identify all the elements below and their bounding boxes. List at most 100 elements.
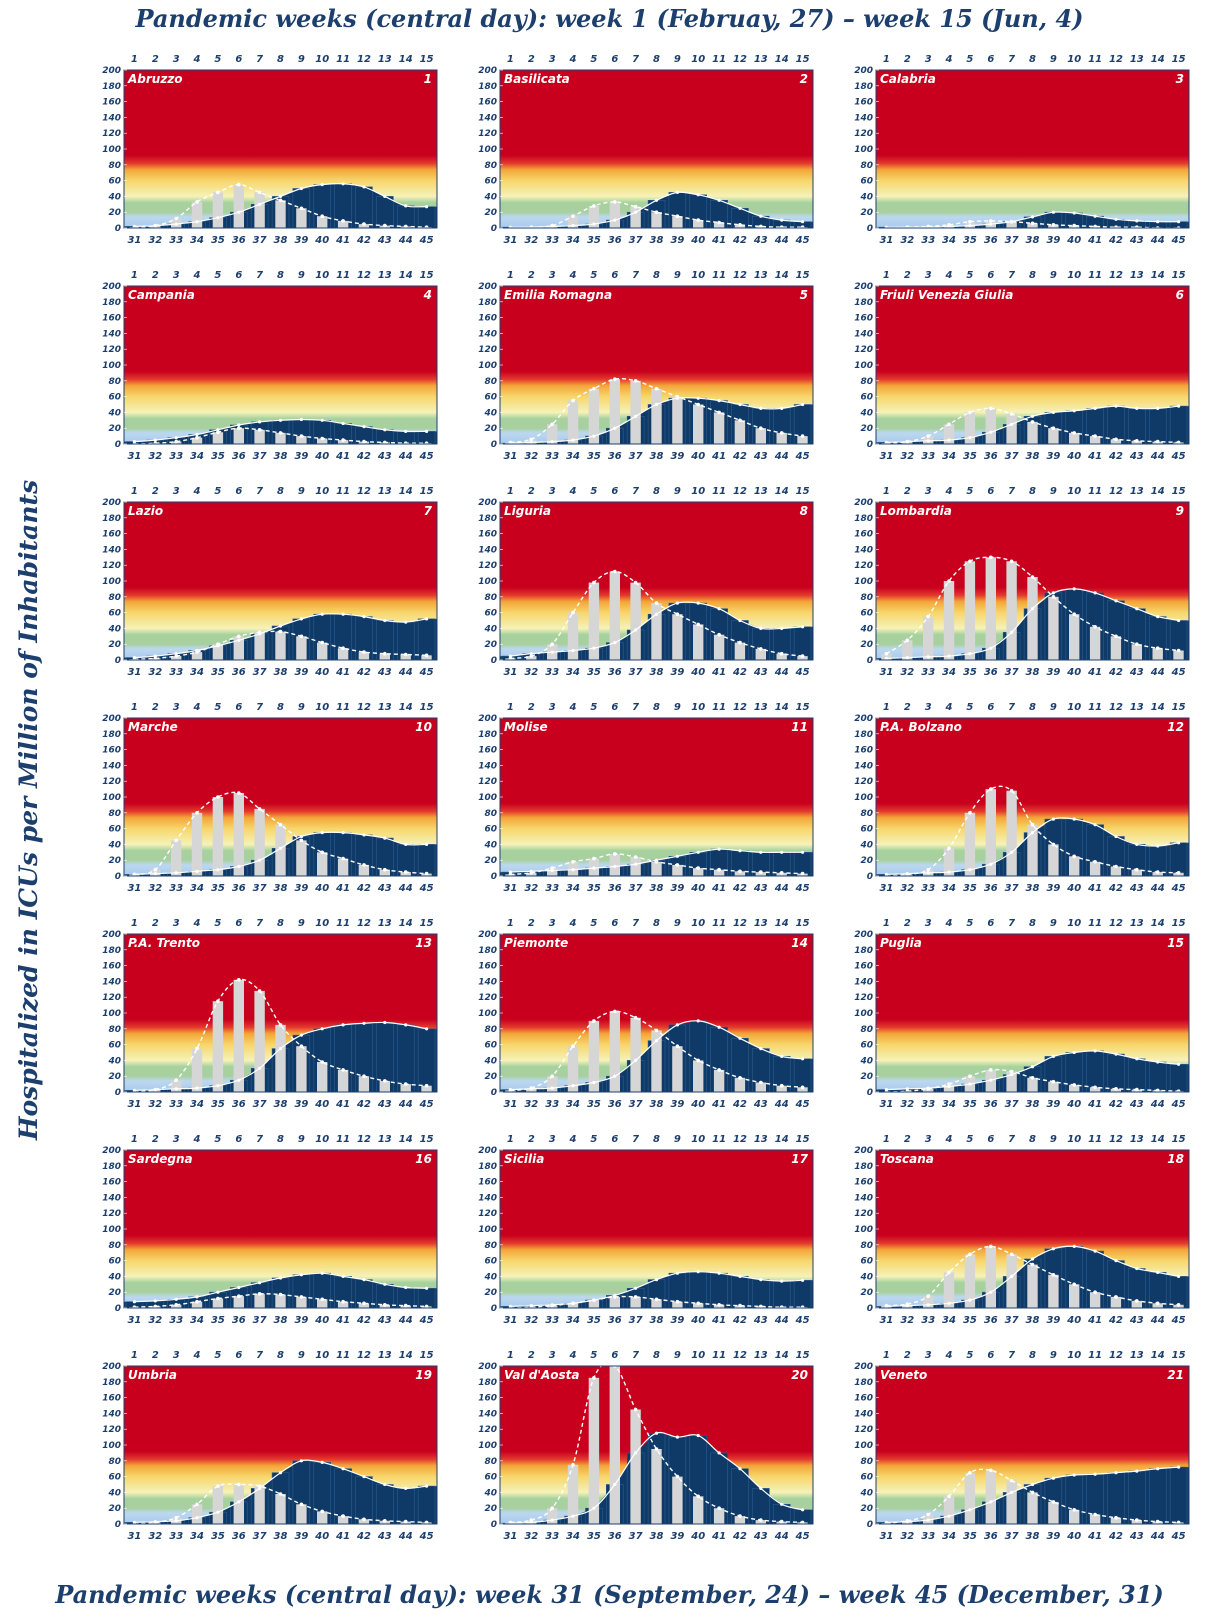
second-wave-point <box>738 402 742 407</box>
first-wave-bar <box>191 812 203 876</box>
top-week-label: 14 <box>1151 54 1165 65</box>
bottom-week-label: 45 <box>1171 1099 1186 1110</box>
y-tick-label: 20 <box>860 1072 873 1082</box>
second-wave-point <box>216 1290 220 1294</box>
bottom-week-label: 35 <box>587 667 601 678</box>
top-week-label: 13 <box>1130 1134 1144 1145</box>
first-wave-point <box>654 1028 659 1033</box>
y-tick-label: 60 <box>860 609 873 619</box>
first-wave-point <box>237 426 241 430</box>
first-wave-bar <box>254 1293 265 1308</box>
top-week-label: 2 <box>152 486 159 497</box>
top-week-label: 4 <box>193 1134 201 1145</box>
risk-gradient-background <box>876 70 1189 228</box>
region-name: Calabria <box>880 72 936 86</box>
second-wave-point <box>801 850 805 854</box>
top-week-label: 6 <box>611 54 618 65</box>
y-tick-label: 60 <box>484 1473 497 1483</box>
bottom-week-label: 43 <box>1129 1099 1144 1110</box>
y-tick-label: 100 <box>854 145 873 155</box>
bottom-week-label: 44 <box>774 883 789 894</box>
y-tick-label: 60 <box>108 393 121 403</box>
second-wave-point <box>1072 1050 1076 1055</box>
top-week-label: 10 <box>691 1134 705 1145</box>
first-wave-point <box>633 1015 638 1020</box>
second-wave-point <box>654 1278 659 1282</box>
first-wave-bar <box>672 614 683 660</box>
top-week-label: 3 <box>549 918 556 929</box>
top-week-label: 6 <box>611 486 618 497</box>
first-wave-point <box>153 1304 158 1309</box>
first-wave-point <box>1093 434 1097 438</box>
top-week-label: 10 <box>691 486 705 497</box>
first-wave-point <box>216 999 220 1003</box>
bottom-week-label: 32 <box>524 451 538 462</box>
y-tick-label: 160 <box>478 1178 497 1188</box>
y-tick-label: 100 <box>102 145 121 155</box>
second-wave-point <box>613 426 617 430</box>
second-wave-point <box>1156 406 1160 410</box>
first-wave-bar <box>191 437 203 444</box>
top-week-label: 10 <box>1067 918 1081 929</box>
top-week-label: 2 <box>152 918 159 929</box>
y-tick-label: 80 <box>108 161 121 171</box>
first-wave-point <box>299 1502 304 1507</box>
y-tick-label: 60 <box>860 1257 873 1267</box>
second-wave-point <box>174 871 178 875</box>
y-tick-label: 20 <box>108 1072 121 1082</box>
first-wave-point <box>508 656 513 661</box>
first-wave-bar <box>672 1301 683 1308</box>
second-wave-bar <box>793 1280 812 1309</box>
bottom-week-label: 41 <box>1087 235 1102 246</box>
bottom-week-label: 39 <box>1046 667 1060 678</box>
first-wave-bar <box>317 1511 328 1524</box>
y-tick-label: 120 <box>854 993 873 1003</box>
top-week-label: 1 <box>131 486 138 497</box>
bottom-week-label: 36 <box>232 1531 246 1542</box>
top-week-label: 4 <box>569 702 577 713</box>
y-tick-label: 180 <box>854 946 873 956</box>
first-wave-bar <box>1006 561 1017 661</box>
top-week-label: 15 <box>420 1134 434 1145</box>
first-wave-point <box>696 622 700 627</box>
bottom-week-label: 38 <box>274 1315 288 1326</box>
y-tick-label: 80 <box>860 1025 873 1035</box>
first-wave-point <box>383 867 387 872</box>
second-wave-point <box>550 1086 554 1090</box>
y-tick-label: 200 <box>854 66 873 76</box>
first-wave-bar <box>317 642 328 660</box>
y-tick-label: 200 <box>102 1362 121 1372</box>
first-wave-point <box>1072 431 1076 435</box>
first-wave-bar <box>1069 856 1080 877</box>
top-week-label: 7 <box>256 270 263 281</box>
first-wave-point <box>696 1301 700 1306</box>
first-wave-bar <box>1048 844 1059 876</box>
y-tick-label: 140 <box>854 977 873 987</box>
bottom-week-label: 43 <box>753 1531 768 1542</box>
first-wave-bar <box>296 208 307 229</box>
y-tick-label: 140 <box>478 761 497 771</box>
top-week-label: 13 <box>1130 270 1144 281</box>
second-wave-point <box>968 1082 972 1086</box>
top-week-label: 4 <box>193 918 201 929</box>
top-week-label: 15 <box>420 54 434 65</box>
y-tick-label: 180 <box>102 946 121 956</box>
first-wave-bar <box>1027 421 1038 444</box>
second-wave-point <box>299 417 303 422</box>
bottom-week-label: 42 <box>732 235 747 246</box>
bottom-week-label: 37 <box>253 667 267 678</box>
first-wave-bar <box>1089 861 1101 876</box>
second-wave-point <box>675 396 679 400</box>
bottom-week-label: 45 <box>419 883 434 894</box>
y-tick-label: 100 <box>102 1225 121 1235</box>
y-tick-label: 140 <box>854 761 873 771</box>
bottom-week-label: 31 <box>503 1099 517 1110</box>
second-wave-point <box>1135 1266 1139 1271</box>
bottom-week-label: 31 <box>879 1531 893 1542</box>
first-wave-bar <box>275 824 286 876</box>
bottom-week-label: 43 <box>377 1099 392 1110</box>
second-wave-point <box>801 625 805 629</box>
first-wave-point <box>550 866 554 870</box>
y-tick-label: 140 <box>478 977 497 987</box>
